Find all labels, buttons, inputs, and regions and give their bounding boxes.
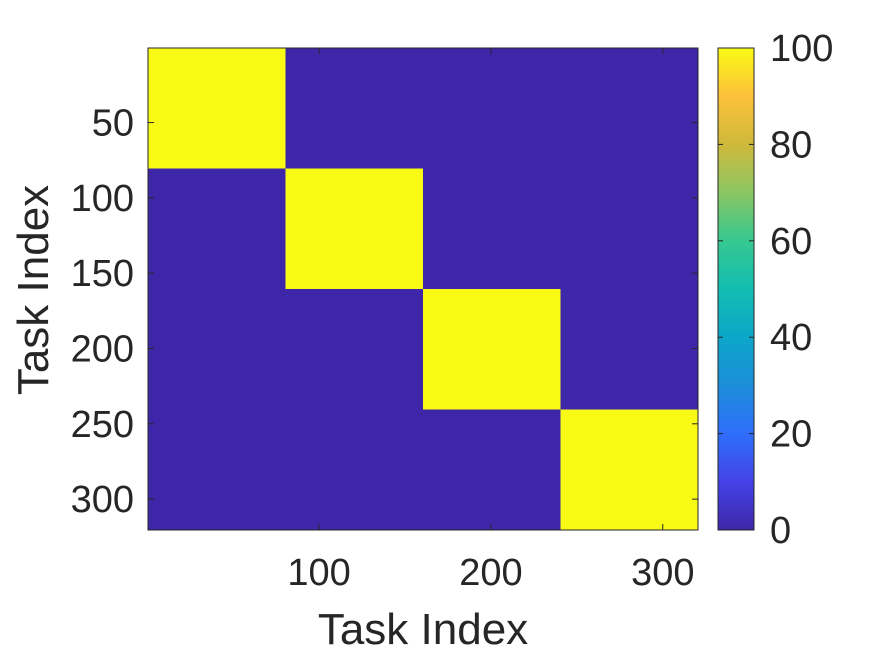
x-tick-label: 100 [287, 552, 350, 594]
y-axis-label: Task Index [9, 185, 58, 395]
colorbar-gradient [718, 48, 754, 530]
y-tick-label: 100 [71, 178, 134, 220]
x-tick-label: 200 [459, 552, 522, 594]
x-tick-label: 300 [631, 552, 694, 594]
y-tick-label: 250 [71, 404, 134, 446]
colorbar-tick-label: 80 [770, 124, 812, 166]
colorbar-frame [717, 47, 755, 531]
y-tick-label: 200 [71, 328, 134, 370]
colorbar-tick-label: 40 [770, 317, 812, 359]
plot-frame [147, 47, 699, 531]
heatmap-block-4 [560, 409, 698, 530]
heatmap-block-2 [285, 168, 423, 289]
y-tick-label: 150 [71, 253, 134, 295]
colorbar-tick-label: 20 [770, 414, 812, 456]
y-tick-label: 50 [92, 103, 134, 145]
colorbar-tick-label: 60 [770, 221, 812, 263]
heatmap-block-1 [148, 48, 286, 169]
x-axis-label: Task Index [318, 605, 528, 654]
colorbar-tick-label: 0 [770, 510, 791, 552]
y-tick-label: 300 [71, 479, 134, 521]
colorbar-tick-label: 100 [770, 28, 833, 70]
heatmap-block-3 [423, 289, 561, 410]
